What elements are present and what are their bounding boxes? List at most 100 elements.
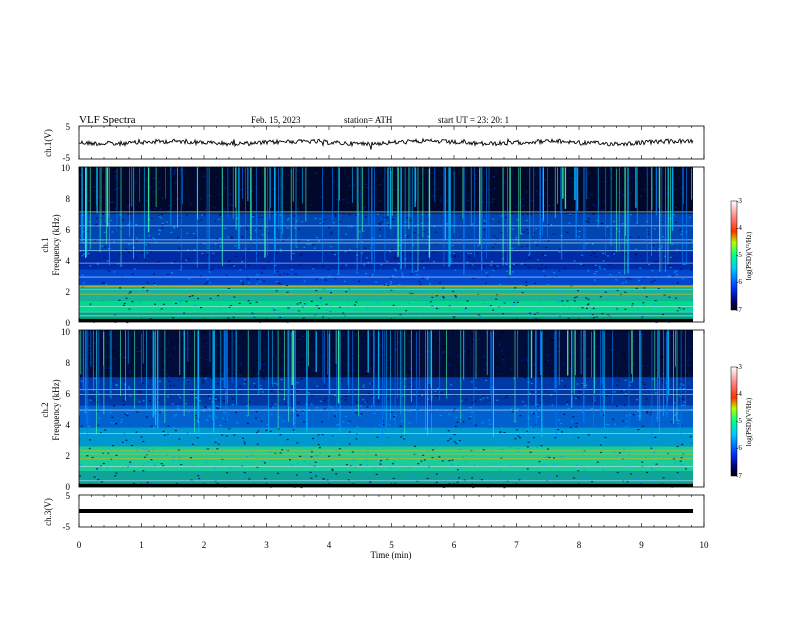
spectral-noise <box>347 479 350 481</box>
spectral-noise <box>603 268 606 270</box>
spectral-noise <box>393 461 396 463</box>
spectral-noise <box>483 229 486 231</box>
spectral-noise <box>354 331 357 333</box>
spectral-noise <box>264 478 267 480</box>
spectral-noise <box>286 321 289 324</box>
spectral-noise <box>207 395 210 397</box>
spectral-noise <box>230 237 233 239</box>
spectral-noise <box>643 277 646 279</box>
spectral-noise <box>522 369 525 371</box>
spectral-noise <box>364 273 367 275</box>
spectral-noise <box>308 352 311 354</box>
spectral-noise <box>247 278 250 280</box>
spectral-noise <box>185 333 188 335</box>
spectral-noise <box>520 431 523 433</box>
spectral-noise <box>277 428 280 430</box>
spectral-noise <box>551 277 554 279</box>
spectral-noise <box>275 315 278 318</box>
ch1-ytick-10: 10 <box>61 163 71 173</box>
spectral-noise <box>553 457 555 459</box>
spectral-noise <box>365 257 368 259</box>
spectral-noise <box>383 180 385 182</box>
spectral-noise <box>654 300 657 302</box>
spectral-noise <box>658 290 661 292</box>
spectral-noise <box>691 240 694 243</box>
spectral-noise <box>308 183 311 185</box>
spectral-noise <box>180 300 183 302</box>
spectral-noise <box>555 275 558 277</box>
spectral-noise <box>652 244 655 246</box>
spectral-noise <box>200 285 203 287</box>
spectral-noise <box>338 448 341 450</box>
spectral-noise <box>452 316 455 318</box>
spectral-noise <box>586 314 589 316</box>
spectral-noise <box>87 350 90 352</box>
spectral-noise <box>83 412 86 414</box>
spectral-noise <box>234 411 237 414</box>
spectral-noise <box>489 305 492 307</box>
spectral-noise <box>225 274 228 276</box>
spectral-noise <box>623 208 626 210</box>
spectral-noise <box>598 265 601 267</box>
spectral-noise <box>324 279 327 281</box>
spectral-noise <box>562 364 565 366</box>
spectral-noise <box>416 262 419 264</box>
spectral-noise <box>567 306 570 308</box>
spectral-noise <box>472 198 474 200</box>
spectral-noise <box>467 199 470 201</box>
spectral-noise <box>295 246 298 248</box>
spectral-noise <box>169 355 172 357</box>
spectral-noise <box>545 246 548 249</box>
spectral-noise <box>150 368 153 370</box>
spectral-noise <box>277 282 280 284</box>
spectral-noise <box>135 240 138 242</box>
spectral-noise <box>661 356 664 358</box>
spectral-noise <box>214 441 217 443</box>
spectral-noise <box>570 299 573 301</box>
spectral-noise <box>101 245 104 247</box>
spectral-noise <box>491 201 494 203</box>
spectral-noise <box>408 466 411 468</box>
spectral-noise <box>236 387 239 389</box>
spectral-noise <box>440 392 443 394</box>
spectral-noise <box>611 350 614 352</box>
spectral-noise <box>105 362 108 364</box>
spectral-noise <box>180 297 183 300</box>
spectral-noise <box>367 392 370 395</box>
spectral-noise <box>682 278 684 280</box>
spectral-noise <box>542 270 545 272</box>
spectral-noise <box>674 221 677 223</box>
spectral-noise <box>655 261 657 263</box>
spectral-noise <box>285 403 288 405</box>
spectral-noise <box>149 336 152 338</box>
spectral-noise <box>315 475 318 477</box>
spectral-noise <box>260 363 263 365</box>
spectral-noise <box>491 260 494 263</box>
spectral-noise <box>371 274 374 276</box>
spectral-noise <box>335 365 338 367</box>
spectral-noise <box>129 369 131 372</box>
spectral-noise <box>214 396 217 398</box>
spectral-noise <box>314 369 317 371</box>
spectral-noise <box>145 179 148 181</box>
spectral-noise <box>280 191 283 193</box>
spectral-noise <box>607 314 610 316</box>
spectral-noise <box>495 463 498 465</box>
spectral-noise <box>149 187 152 189</box>
spectral-noise <box>113 422 116 425</box>
spectral-noise <box>260 343 263 346</box>
spectral-noise <box>553 204 556 206</box>
spectral-noise <box>117 263 120 265</box>
spectral-noise <box>376 301 379 304</box>
spectral-noise <box>334 214 337 216</box>
spectral-noise <box>190 285 193 287</box>
spectral-noise <box>528 312 531 314</box>
spectral-noise <box>116 384 118 386</box>
spectral-noise <box>196 437 199 439</box>
spectral-noise <box>158 187 161 189</box>
spectral-noise <box>295 410 298 412</box>
spectral-noise <box>559 356 562 358</box>
spectral-noise <box>200 198 203 200</box>
spectral-noise <box>157 229 160 231</box>
spectral-noise <box>534 313 537 316</box>
